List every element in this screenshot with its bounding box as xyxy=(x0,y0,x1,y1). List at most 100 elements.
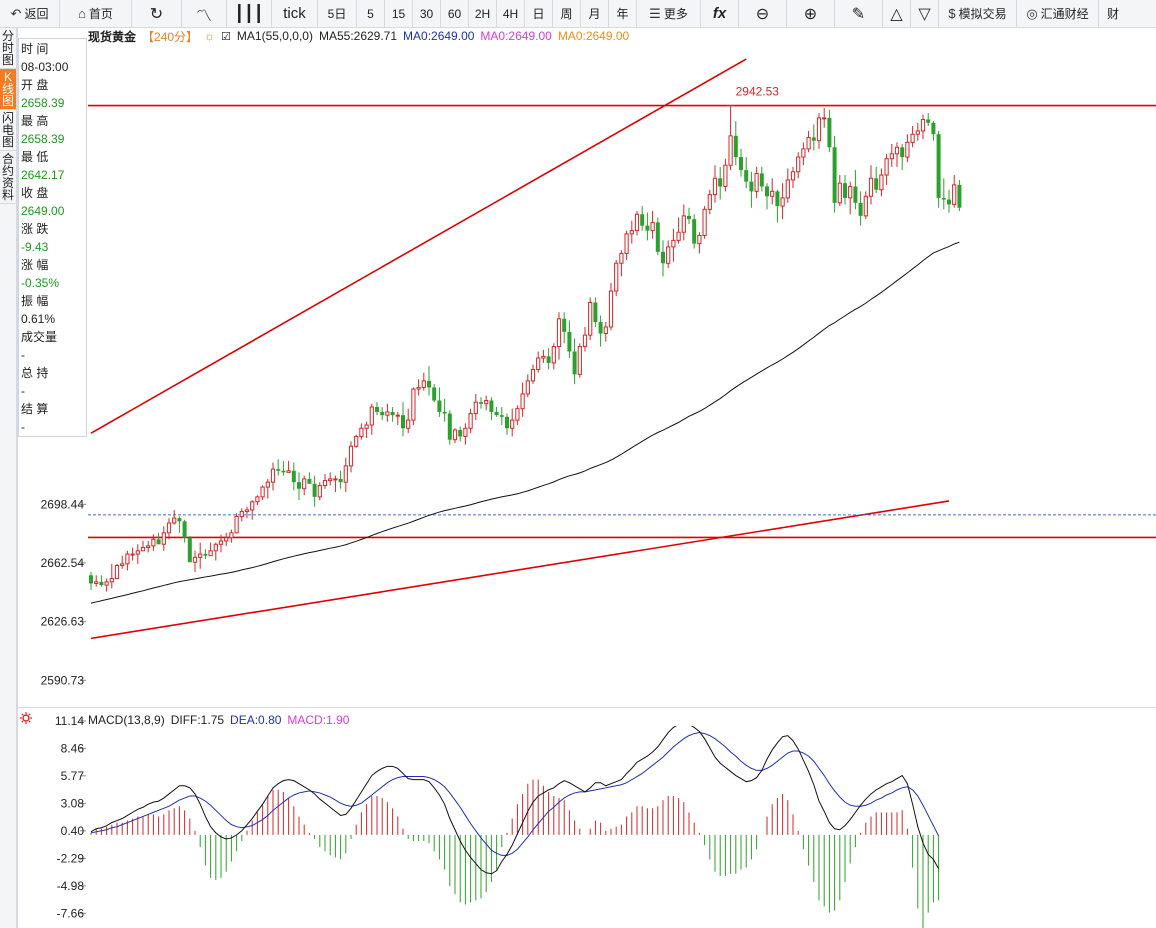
price-tick-label: 2590.73 xyxy=(41,673,85,687)
candle-body xyxy=(109,578,114,583)
candle-body xyxy=(447,413,452,440)
side-tab[interactable]: 分时图 xyxy=(0,28,16,69)
candle-body xyxy=(192,556,198,563)
candle-body xyxy=(302,478,307,490)
candle-body xyxy=(536,357,541,370)
macd-panel xyxy=(90,726,940,928)
macd-settings-icon-ray xyxy=(28,713,31,716)
candle-body xyxy=(692,219,697,244)
info-label: 收 盘 xyxy=(21,186,49,200)
brand-button[interactable]: ◎ 汇通财经 xyxy=(1017,0,1099,27)
candle-body xyxy=(863,195,868,217)
candle-body xyxy=(837,182,842,204)
candle-body xyxy=(608,290,614,328)
period-button[interactable]: 5 xyxy=(357,0,385,27)
candle-body xyxy=(894,146,900,155)
five-day-label: 5日 xyxy=(327,7,347,21)
zoom-in-button[interactable]: ⊕ xyxy=(787,0,835,27)
candle-body xyxy=(286,470,291,473)
candle-body xyxy=(562,318,567,332)
candle-body xyxy=(156,539,161,545)
candle-body xyxy=(588,301,593,336)
macd-tick-label: 0.40 xyxy=(61,824,85,838)
sim-trade-label: 模拟交易 xyxy=(958,7,1007,21)
sim-trade-button[interactable]: $ 模拟交易 xyxy=(939,0,1017,27)
back-button[interactable]: ↶ 返回 xyxy=(0,0,60,27)
period-button[interactable]: 周 xyxy=(553,0,581,27)
candle-body xyxy=(146,545,151,549)
period-label: 月 xyxy=(588,7,601,21)
side-tab[interactable]: 合约资料 xyxy=(0,151,16,204)
candle-body xyxy=(172,517,177,524)
info-value: - xyxy=(21,348,25,362)
candle-button[interactable]: ┃┃┃ xyxy=(227,0,272,27)
info-value: 08-03:00 xyxy=(21,60,69,74)
shape-down-button[interactable]: ▽ xyxy=(911,0,939,27)
brand-label: 汇通财经 xyxy=(1040,7,1089,21)
period-button[interactable]: 60 xyxy=(441,0,469,27)
candle-body xyxy=(104,581,109,586)
period-button[interactable]: 日 xyxy=(525,0,553,27)
candle-body xyxy=(577,346,582,375)
candle-body xyxy=(328,478,333,482)
settings-sun-icon[interactable]: ☼ xyxy=(204,29,216,43)
candle-body xyxy=(239,511,244,517)
side-tab-char: 图 xyxy=(1,94,14,108)
five-day-button[interactable]: 5日 xyxy=(318,0,357,27)
home-button[interactable]: ⌂ 首页 xyxy=(60,0,132,27)
period-button[interactable]: 4H xyxy=(497,0,525,27)
period-button[interactable]: 月 xyxy=(581,0,609,27)
info-label: 成交量 xyxy=(21,330,58,344)
candle-body xyxy=(739,157,743,171)
shape-up-button[interactable]: △ xyxy=(883,0,911,27)
candle-body xyxy=(889,153,894,160)
candle-body xyxy=(479,402,483,404)
macd-dea-line xyxy=(90,732,940,856)
tick-button[interactable]: tick xyxy=(272,0,318,27)
candle-body xyxy=(858,202,863,216)
fx-icon: fx xyxy=(712,5,727,22)
period-button[interactable]: 年 xyxy=(609,0,637,27)
period-button[interactable]: 30 xyxy=(413,0,441,27)
info-value: - xyxy=(21,420,25,434)
chart-type-button[interactable]: 〽 xyxy=(182,0,227,27)
candle-body xyxy=(94,581,99,584)
candle-body xyxy=(499,415,504,417)
candle-body xyxy=(525,380,530,395)
candle-body xyxy=(759,173,764,187)
checkbox-icon[interactable]: ☑ xyxy=(221,30,231,43)
tick-label: tick xyxy=(283,5,306,22)
candle-body xyxy=(468,413,473,429)
period-button[interactable]: 2H xyxy=(469,0,497,27)
fx-button[interactable]: fx xyxy=(701,0,739,27)
finance-button[interactable]: 财 xyxy=(1099,0,1129,27)
candle-body xyxy=(359,427,364,437)
candle-body xyxy=(437,400,442,412)
candle-body xyxy=(770,190,775,197)
side-tab[interactable]: 闪电图 xyxy=(0,110,16,151)
zoom-out-button[interactable]: ⊖ xyxy=(739,0,787,27)
candle-body xyxy=(822,117,827,120)
info-label: 振 幅 xyxy=(21,294,49,308)
ma0-value: MA0:2649.00 xyxy=(557,29,630,43)
candle-body xyxy=(229,532,234,539)
candle-body xyxy=(790,171,796,181)
candle-body xyxy=(421,380,426,388)
period-tag[interactable]: 【240分】 xyxy=(142,29,199,44)
macd-settings-icon-ray xyxy=(21,713,24,716)
period-label: 日 xyxy=(532,7,545,21)
candle-body xyxy=(614,262,619,292)
candle-body xyxy=(541,355,546,359)
more-button[interactable]: ☰ 更多 xyxy=(637,0,701,27)
candle-body xyxy=(442,411,447,414)
macd-name: MACD(13,8,9) xyxy=(88,713,165,727)
candle-body xyxy=(905,141,910,158)
candle-body xyxy=(697,234,702,245)
refresh-button[interactable]: ↻ xyxy=(132,0,182,27)
candle-body xyxy=(661,251,665,264)
candle-body xyxy=(910,133,915,143)
draw-button[interactable]: ✎ xyxy=(835,0,883,27)
period-button[interactable]: 15 xyxy=(385,0,413,27)
